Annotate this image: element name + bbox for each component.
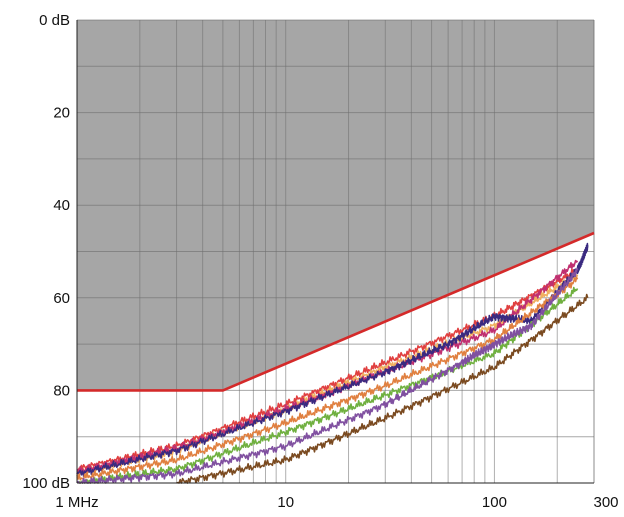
limit-line-group bbox=[77, 231, 595, 392]
series-group bbox=[76, 242, 589, 484]
y-tick-label-5: 100 dB bbox=[22, 475, 70, 492]
y-tick-label-2: 40 bbox=[53, 197, 70, 214]
series-line-8 bbox=[176, 293, 589, 484]
series-line-7 bbox=[76, 267, 579, 484]
y-tick-label-1: 20 bbox=[53, 105, 70, 122]
x-tick-label-0: 1 MHz bbox=[55, 494, 98, 511]
y-tick-label-0: 0 dB bbox=[39, 12, 70, 29]
axes bbox=[76, 20, 594, 484]
y-tick-label-3: 60 bbox=[53, 290, 70, 307]
x-tick-label-1: 10 bbox=[277, 494, 294, 511]
x-tick-label-2: 100 bbox=[482, 494, 507, 511]
tick-labels: 0 dB 20 40 60 80 100 dB 1 MHz 10 100 300 bbox=[22, 12, 618, 511]
limit-line bbox=[77, 231, 595, 392]
x-tick-label-3: 300 bbox=[593, 494, 618, 511]
series-line-5 bbox=[76, 276, 579, 481]
y-tick-label-4: 80 bbox=[53, 382, 70, 399]
